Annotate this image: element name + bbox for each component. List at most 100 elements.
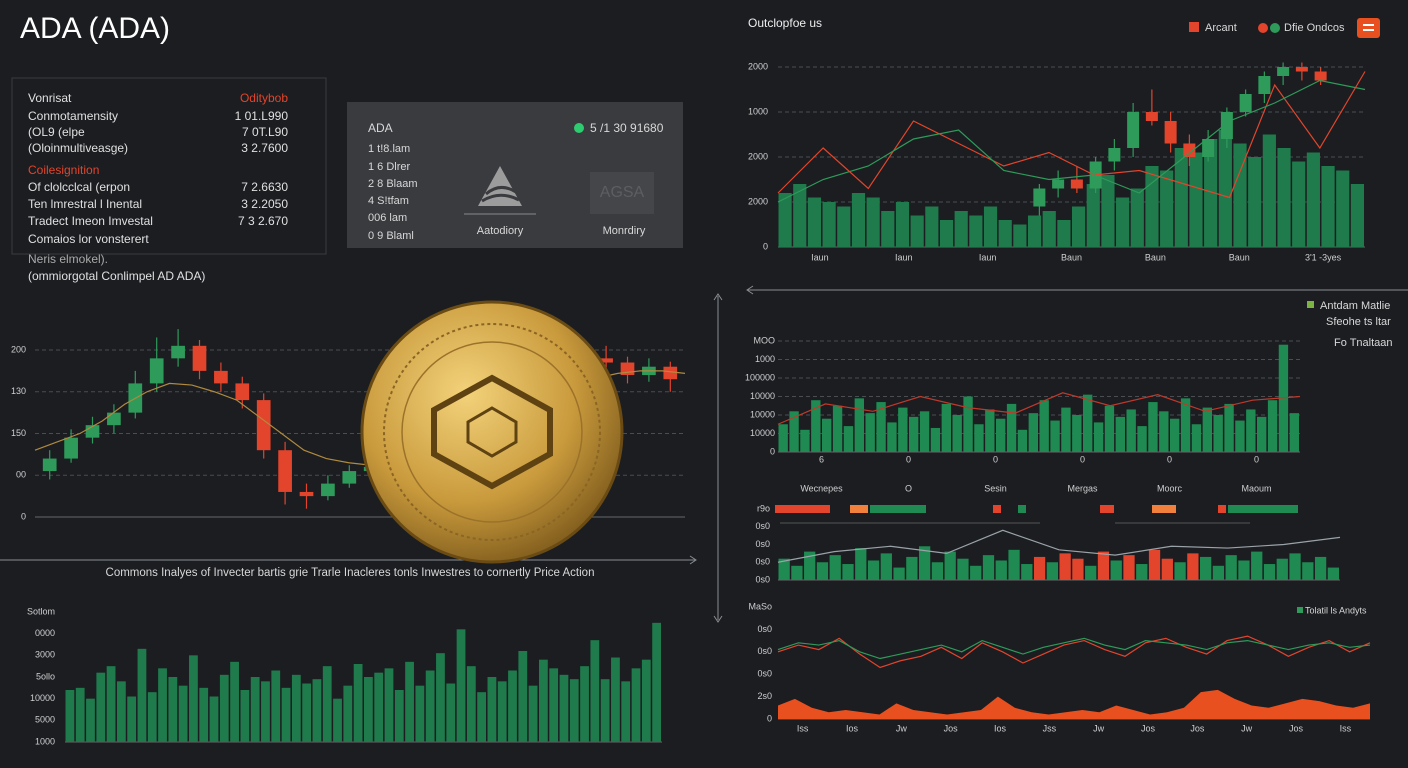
- candle-body: [171, 345, 185, 359]
- y-tick-label: 0s0: [755, 574, 770, 584]
- bar: [1302, 562, 1314, 580]
- stats-panel: [11, 77, 327, 255]
- header-label: Mergas: [1067, 483, 1098, 493]
- bar: [415, 685, 425, 742]
- bar: [96, 672, 106, 742]
- card-item: 0 9 Blaml: [368, 230, 414, 242]
- bar: [1314, 556, 1327, 580]
- stat-value: 7 0T.L90: [242, 125, 288, 139]
- candle-body: [192, 345, 207, 371]
- bar: [1086, 184, 1100, 247]
- y-tick-label: 200: [11, 344, 26, 354]
- bar: [941, 403, 951, 452]
- bar: [1072, 415, 1082, 452]
- card-item: 006 lam: [368, 212, 407, 224]
- bar: [822, 418, 832, 452]
- bar: [312, 679, 322, 742]
- bar: [1042, 211, 1056, 247]
- bar: [789, 411, 799, 452]
- chart-label: Fo Tnaltaan: [1334, 337, 1393, 349]
- bar: [559, 674, 569, 742]
- bar: [281, 687, 291, 742]
- y-tick-label: 10000: [750, 409, 775, 419]
- y-tick-label: 00: [16, 470, 26, 480]
- bar: [969, 215, 983, 247]
- y-tick-label: 0s0: [757, 646, 772, 656]
- x-tick-label: Jos: [1141, 723, 1156, 733]
- bar: [1033, 556, 1046, 580]
- bar: [925, 206, 939, 247]
- menu-button[interactable]: [1357, 18, 1380, 38]
- bar: [147, 692, 157, 742]
- bar: [1072, 558, 1084, 580]
- stat-label: Neris elmokel).: [28, 252, 108, 266]
- bar: [1126, 409, 1136, 452]
- chart-label: Sfeohe ts ltar: [1326, 316, 1391, 328]
- candle-body: [214, 370, 228, 384]
- coin: [360, 300, 624, 564]
- stat-label: (OL9 (elpe: [28, 125, 85, 139]
- bar: [793, 184, 807, 247]
- bar: [1006, 403, 1017, 452]
- bar: [569, 679, 579, 742]
- line: [777, 79, 1366, 203]
- bar: [804, 551, 816, 580]
- bar: [1174, 562, 1186, 580]
- x-tick-label: Iss: [1340, 723, 1352, 733]
- x-tick-label: 6: [819, 454, 824, 464]
- y-tick-label: 2s0: [757, 691, 772, 701]
- bar: [974, 424, 984, 452]
- candle-body: [1314, 71, 1327, 81]
- bar: [791, 565, 803, 580]
- candle-body: [321, 483, 335, 497]
- candle-body: [1183, 143, 1196, 157]
- y-tick-label: 2000: [748, 196, 768, 206]
- line: [777, 635, 1371, 669]
- stat-value: 1 01.L990: [235, 109, 289, 123]
- bar: [1161, 558, 1173, 580]
- candle-body: [107, 412, 121, 426]
- x-tick-label: Ios: [846, 723, 859, 733]
- bar: [1225, 555, 1237, 580]
- bar: [1251, 551, 1263, 580]
- bar: [240, 690, 250, 742]
- x-tick-label: 0: [1167, 454, 1172, 464]
- menu-icon: [1363, 29, 1374, 31]
- y-tick-label: r9o: [757, 503, 770, 513]
- bar: [353, 664, 363, 742]
- bar: [1267, 400, 1278, 452]
- bar: [887, 422, 897, 452]
- bar: [487, 677, 497, 742]
- bar: [807, 197, 822, 247]
- bar: [944, 551, 956, 580]
- x-tick-label: 0: [1254, 454, 1259, 464]
- bar: [209, 696, 219, 742]
- x-tick-label: Iaun: [895, 252, 913, 262]
- bar: [611, 657, 620, 742]
- bar: [880, 553, 892, 580]
- x-tick-label: Baun: [1061, 252, 1082, 262]
- legend-swatch: [1258, 23, 1268, 33]
- bar: [116, 681, 126, 742]
- bar: [1202, 407, 1212, 452]
- candle-body: [64, 437, 78, 459]
- bar: [998, 220, 1012, 247]
- bar: [865, 413, 875, 452]
- bar: [837, 206, 851, 247]
- y-tick-label: 0: [767, 713, 772, 723]
- x-tick-label: Ios: [994, 723, 1007, 733]
- bar: [590, 640, 600, 742]
- bar: [75, 687, 85, 742]
- x-tick-label: 3'1 -3yes: [1305, 252, 1342, 262]
- bar: [843, 426, 854, 452]
- bar: [621, 681, 631, 742]
- bar: [1306, 152, 1320, 247]
- bar: [1021, 564, 1033, 580]
- bar: [456, 629, 466, 742]
- line: [777, 637, 1371, 660]
- bar: [518, 651, 528, 742]
- bar: [1189, 152, 1203, 247]
- chart-title: Outclopfoe us: [748, 16, 822, 30]
- stat-label: (ommiorgotal Conlimpel AD ADA): [28, 269, 205, 283]
